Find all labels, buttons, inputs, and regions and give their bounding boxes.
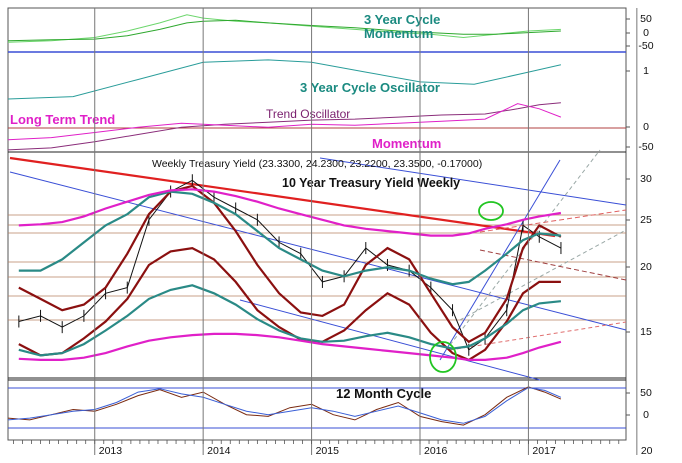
series-line	[7, 386, 562, 426]
x-tick-label: 2015	[316, 445, 340, 457]
y-tick-label: -50	[638, 40, 653, 52]
series-line	[18, 188, 562, 237]
plot-border	[7, 7, 627, 441]
cycle-top-marker	[478, 201, 504, 221]
trend-line	[459, 229, 627, 321]
y-tick-label: 20	[640, 261, 652, 273]
panel-annotation: Trend Oscillator	[266, 107, 350, 121]
trend-line	[449, 149, 601, 346]
panel-annotation: 3 Year Cycle Oscillator	[300, 80, 440, 95]
cycle-low-marker	[429, 341, 457, 373]
panel-annotation: Momentum	[372, 136, 441, 151]
y-tick-label: 0	[643, 409, 649, 421]
trend-line	[239, 299, 541, 381]
x-axis-ticks: 2013 2014 2015 2016 2017 20	[13, 8, 653, 457]
series-line	[18, 332, 562, 361]
panel-annotation: Momentum	[364, 26, 433, 41]
cycle-markers	[429, 201, 504, 373]
panel-annotation: Long Term Trend	[10, 112, 115, 127]
price-header: Weekly Treasury Yield (23.3300, 24.2300,…	[152, 158, 482, 170]
y-tick-label: 0	[643, 121, 649, 133]
x-tick-label: 2013	[99, 445, 123, 457]
y-tick-label: 30	[640, 173, 652, 185]
y-tick-label: 0	[643, 27, 649, 39]
trend-lines	[9, 149, 627, 381]
y-tick-label: 25	[640, 214, 652, 226]
trend-line	[9, 171, 627, 331]
series-line	[7, 387, 562, 424]
y-tick-label: -50	[638, 141, 653, 153]
series-lines	[7, 14, 562, 426]
series-line	[18, 284, 562, 357]
trend-line	[319, 157, 627, 206]
series-line	[7, 19, 561, 42]
y-tick-label: 50	[640, 13, 652, 25]
x-tick-label: 2016	[424, 445, 448, 457]
trend-line	[449, 321, 627, 351]
x-tick-label: 2014	[207, 445, 231, 457]
horizontal-reference-lines	[8, 51, 626, 429]
y-tick-label: 15	[640, 326, 652, 338]
panel-annotation: 12 Month Cycle	[336, 386, 431, 401]
price-title: 10 Year Treasury Yield Weekly	[282, 176, 460, 190]
trend-line	[9, 156, 556, 238]
panel-annotation: 3 Year Cycle	[364, 12, 440, 27]
series-line	[18, 190, 562, 286]
y-tick-label: 1	[643, 65, 649, 77]
trend-line	[479, 209, 627, 233]
series-line	[18, 184, 562, 344]
x-tick-label: 2017	[532, 445, 556, 457]
y-tick-label: 50	[640, 387, 652, 399]
x-tick-label: 20	[641, 445, 653, 457]
